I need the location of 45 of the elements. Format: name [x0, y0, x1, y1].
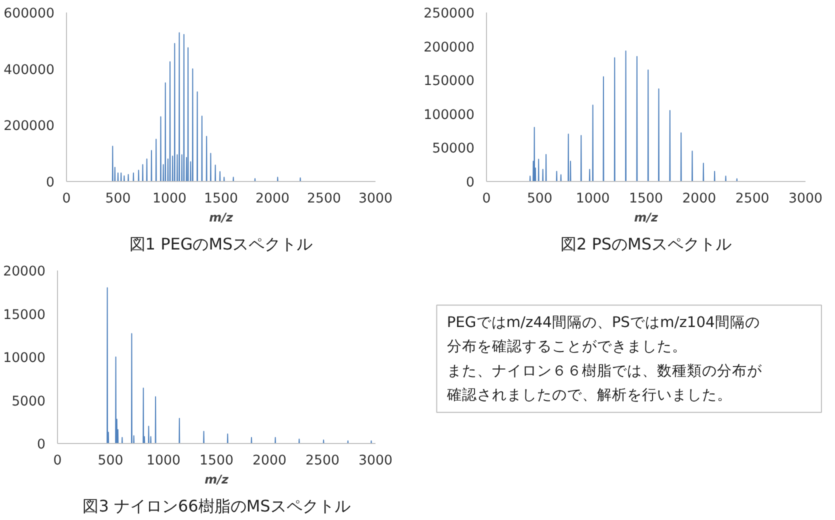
x-tick-label: 500	[526, 192, 552, 206]
x-tick-label: 500	[98, 454, 124, 468]
y-tick-label: 50000	[432, 142, 475, 157]
x-axis-title: m/z	[209, 210, 234, 224]
x-tick-label: 3000	[788, 192, 822, 206]
y-tick-label: 150000	[424, 74, 475, 90]
text: PEGではm/z44間隔の、PSではm/z104間隔の	[446, 314, 760, 331]
x-tick-label: 3000	[358, 454, 392, 468]
y-tick-label: 0	[37, 438, 46, 452]
x-tick-label: 0	[62, 192, 71, 206]
x-tick-label: 2000	[252, 454, 286, 468]
x-tick-label: 1500	[200, 454, 234, 468]
x-tick-label: 1000	[576, 192, 610, 206]
x-tick-label: 2500	[307, 192, 341, 206]
y-tick-label: 400000	[4, 62, 55, 78]
y-tick-label: 0	[466, 176, 475, 190]
x-axis-title: m/z	[204, 472, 230, 486]
y-tick-label: 200000	[424, 40, 475, 56]
x-axis-title: m/z	[634, 210, 659, 224]
x-tick-label: 1000	[146, 454, 180, 468]
text: 図3 ナイロン66樹脂のMSスペクトル	[82, 496, 350, 516]
y-tick-label: 0	[46, 176, 55, 190]
x-tick-label: 500	[105, 192, 131, 206]
y-tick-label: 250000	[424, 6, 475, 22]
y-tick-label: 100000	[424, 108, 475, 123]
x-tick-label: 1000	[152, 192, 186, 206]
x-tick-label: 2000	[682, 192, 716, 206]
x-tick-label: 2500	[735, 192, 770, 206]
text: 分布を確認することができました。	[446, 338, 687, 356]
x-tick-label: 0	[482, 192, 491, 206]
y-tick-label: 10000	[3, 351, 46, 366]
x-tick-label: 1500	[204, 192, 238, 206]
text: 確認されましたので、解析を行いました。	[446, 386, 732, 404]
text: また、ナイロン６６樹脂では、数種類の分布が	[446, 362, 763, 380]
text: 図2 PSのMSスペクトル	[560, 234, 732, 254]
x-tick-label: 3000	[358, 192, 392, 206]
y-tick-label: 5000	[12, 394, 46, 410]
y-tick-label: 600000	[4, 6, 55, 22]
y-tick-label: 200000	[4, 119, 55, 134]
y-tick-label: 15000	[3, 308, 46, 323]
x-tick-label: 2500	[306, 454, 340, 468]
text: 図1 PEGのMSスペクトル	[129, 234, 313, 254]
y-tick-label: 20000	[3, 264, 46, 280]
x-tick-label: 2000	[256, 192, 290, 206]
x-tick-label: 1500	[629, 192, 663, 206]
